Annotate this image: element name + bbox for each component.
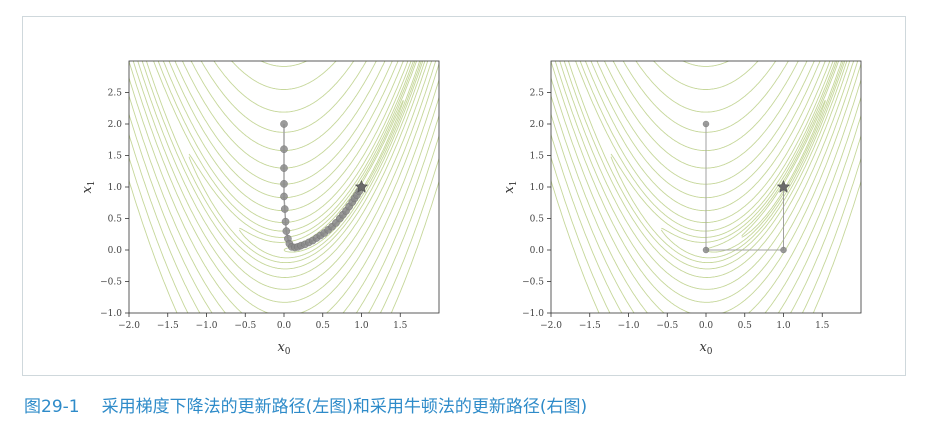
x-tick-label: 0.5 bbox=[738, 321, 753, 331]
path-point bbox=[280, 180, 288, 188]
contour-line bbox=[129, 112, 439, 313]
path-point bbox=[702, 246, 710, 254]
path-point bbox=[280, 192, 288, 201]
x-axis-label: x0 bbox=[699, 340, 712, 357]
y-tick-label: 1.5 bbox=[530, 152, 545, 162]
contour-group bbox=[551, 61, 861, 313]
contour-line bbox=[554, 61, 859, 303]
x-tick-label: 0.0 bbox=[277, 321, 292, 331]
y-axis-label: x1 bbox=[80, 180, 97, 193]
contour-line bbox=[551, 61, 861, 313]
path-point bbox=[280, 145, 288, 153]
path-point bbox=[280, 164, 288, 172]
x-tick-label: −1.5 bbox=[157, 321, 179, 331]
y-tick-label: 2.0 bbox=[108, 120, 123, 130]
contour-line bbox=[260, 61, 308, 67]
y-tick-label: −0.5 bbox=[522, 278, 544, 288]
contour-line bbox=[231, 61, 337, 90]
contour-line bbox=[141, 61, 429, 278]
x-tick-label: 1.0 bbox=[354, 321, 369, 331]
contour-line bbox=[239, 61, 416, 243]
y-tick-label: 2.5 bbox=[108, 89, 123, 99]
y-tick-label: 1.0 bbox=[108, 183, 123, 193]
y-tick-label: −1.0 bbox=[100, 309, 122, 319]
y-tick-label: 0.0 bbox=[530, 246, 545, 256]
x-tick-label: −0.5 bbox=[234, 321, 256, 331]
update-path bbox=[280, 120, 366, 252]
contour-line bbox=[575, 61, 834, 232]
x-tick-label: −1.0 bbox=[618, 321, 640, 331]
contour-line bbox=[551, 112, 861, 313]
contour-line bbox=[563, 61, 851, 278]
contour-line bbox=[188, 61, 414, 238]
path-point bbox=[280, 205, 289, 213]
contour-line bbox=[551, 94, 861, 313]
y-tick-label: −0.5 bbox=[100, 278, 122, 288]
contour-line bbox=[129, 133, 439, 313]
caption-text: 采用梯度下降法的更新路径(左图)和采用牛顿法的更新路径(右图) bbox=[101, 397, 588, 417]
minimum-star-marker bbox=[354, 179, 369, 193]
contour-line bbox=[551, 133, 861, 313]
x-tick-label: −1.5 bbox=[579, 321, 601, 331]
contour-line bbox=[610, 61, 836, 238]
x-tick-label: −0.5 bbox=[656, 321, 678, 331]
x-tick-label: −2.0 bbox=[540, 321, 562, 331]
contour-line bbox=[129, 179, 439, 313]
figure-frame: −2.0 −1.5 −1.0 −0.5 0.0 0.5 1.0 1.5 −1.0 −0.5 0.0 0… bbox=[22, 16, 906, 376]
contour-line bbox=[137, 61, 433, 290]
contour-group bbox=[129, 61, 439, 313]
contour-line bbox=[551, 156, 861, 313]
y-tick-label: 0.5 bbox=[530, 215, 545, 225]
contour-line bbox=[661, 61, 838, 243]
path-line bbox=[705, 124, 784, 251]
contour-line bbox=[551, 76, 861, 313]
x-tick-label: 1.5 bbox=[393, 321, 408, 331]
contour-line bbox=[132, 61, 437, 303]
y-tick-label: 0.5 bbox=[108, 215, 123, 225]
path-point bbox=[780, 246, 787, 254]
contour-line bbox=[188, 61, 424, 264]
contour-line bbox=[567, 61, 848, 270]
contour-line bbox=[682, 61, 730, 67]
path-point bbox=[281, 217, 290, 226]
y-tick-label: 2.0 bbox=[530, 120, 545, 130]
y-tick-label: −1.0 bbox=[522, 309, 544, 319]
contour-line bbox=[283, 61, 418, 251]
contour-line bbox=[129, 94, 439, 313]
x-tick-label: 1.0 bbox=[776, 321, 791, 331]
y-tick-label: 2.5 bbox=[530, 89, 545, 99]
contour-line bbox=[145, 61, 426, 270]
figure-caption: 图29-1 采用梯度下降法的更新路径(左图)和采用牛顿法的更新路径(右图) bbox=[24, 392, 904, 418]
y-tick-label: 0.0 bbox=[108, 246, 123, 256]
y-tick-label: 1.0 bbox=[530, 183, 545, 193]
contour-line bbox=[610, 61, 846, 264]
x-axis-label: x0 bbox=[277, 340, 290, 357]
contour-line bbox=[635, 61, 777, 113]
path-point bbox=[702, 120, 710, 128]
newton-method-panel: −2.0 −1.5 −1.0 −0.5 0.0 0.5 1.0 1.5 −1.0 −0.5 0.0 0… bbox=[481, 17, 881, 377]
x-tick-label: −2.0 bbox=[118, 321, 140, 331]
contour-line bbox=[660, 61, 844, 259]
figure-number: 图29-1 bbox=[24, 397, 80, 417]
y-tick-label: 1.5 bbox=[108, 152, 123, 162]
x-tick-label: 1.5 bbox=[815, 321, 830, 331]
contour-line bbox=[653, 61, 759, 90]
y-axis-label: x1 bbox=[502, 180, 519, 193]
gradient-descent-panel: −2.0 −1.5 −1.0 −0.5 0.0 0.5 1.0 1.5 −1.0 −0.5 0.0 0… bbox=[59, 17, 459, 377]
gradient-descent-plot: −2.0 −1.5 −1.0 −0.5 0.0 0.5 1.0 1.5 −1.0 −0.5 0.0 0… bbox=[80, 60, 440, 357]
minimum-star-marker bbox=[776, 179, 791, 193]
contour-line bbox=[551, 179, 861, 313]
path-point bbox=[280, 120, 288, 128]
path-point bbox=[282, 227, 291, 235]
contour-line bbox=[129, 76, 439, 313]
x-tick-label: 0.5 bbox=[316, 321, 331, 331]
contour-line bbox=[129, 61, 439, 313]
x-tick-label: −1.0 bbox=[196, 321, 218, 331]
contour-line bbox=[129, 156, 439, 313]
contour-line bbox=[238, 61, 422, 259]
contour-line bbox=[559, 61, 855, 290]
contour-line bbox=[213, 61, 355, 113]
newton-method-plot: −2.0 −1.5 −1.0 −0.5 0.0 0.5 1.0 1.5 −1.0 −0.5 0.0 0… bbox=[502, 60, 862, 357]
x-tick-label: 0.0 bbox=[699, 321, 714, 331]
